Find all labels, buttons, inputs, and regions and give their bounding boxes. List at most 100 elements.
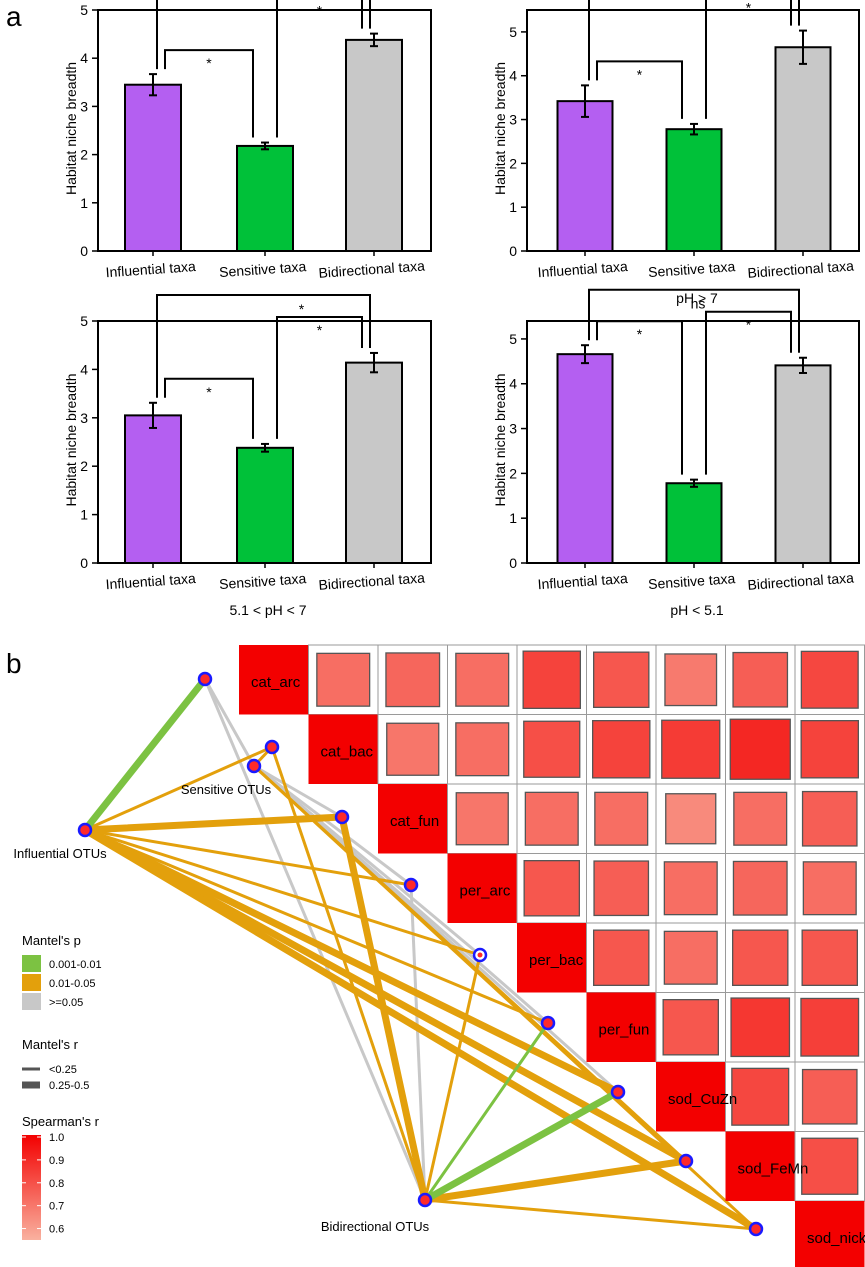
mantel-link [338,813,429,1204]
sig-label: * [637,326,643,342]
heatmap-square [732,651,789,708]
mantel-link [409,883,427,1202]
mantel-link [81,826,760,1233]
legend-swatch [22,955,41,972]
legend-title-spearman: Spearman's r [22,1114,100,1129]
heatmap-square [729,718,791,780]
heatmap-square [801,1137,859,1195]
variable-node [678,1153,694,1169]
bar [236,446,294,565]
variable-node [748,1221,764,1237]
bar [665,482,723,565]
heatmap-diagonal-cell [447,853,517,923]
y-tick-label: 5 [80,313,88,329]
bar [556,100,614,252]
heatmap-square [664,653,718,707]
legend-title-mantel-p: Mantel's p [22,933,81,948]
x-tick-label: Sensitive taxa [219,258,307,280]
x-tick-label: Influential taxa [537,570,628,592]
heatmap-square [455,652,510,707]
y-tick-label: 0 [80,555,88,571]
heatmap-square [800,997,860,1057]
y-tick-label: 1 [80,507,88,523]
colorbar-tick-label: 0.7 [49,1201,64,1213]
x-tick-label: Bidirectional taxa [747,257,855,280]
spearman-colorbar [22,1135,41,1240]
y-tick-label: 2 [509,155,517,171]
legend-title-mantel-r: Mantel's r [22,1037,79,1052]
mantel-link [270,745,427,1202]
heatmap-square [455,722,510,777]
heatmap-square [661,719,721,779]
heatmap-diagonal-cell [795,1201,865,1267]
variable-node-core [477,952,483,958]
chart-subtitle: pH < 5.1 [670,602,724,618]
y-tick-label: 0 [509,243,517,259]
sig-label: * [746,0,752,16]
heatmap-square [665,793,717,845]
bar-chart-3: 0 1 2 3 4 5 Habitat niche breadth Influential t… [63,293,432,618]
mantel-link [81,675,209,834]
bar [345,361,403,564]
bar [124,83,182,252]
y-tick-label: 1 [509,199,517,215]
variable-label: cat_arc [251,674,301,691]
heatmap-square [802,861,857,916]
group-node [77,822,93,838]
group-label: Influential OTUs [13,846,107,861]
heatmap-diagonal-cell [586,992,656,1062]
y-tick-label: 3 [509,112,517,128]
y-tick-label: 5 [509,331,517,347]
sig-bracket-sensitive-bidirectional [276,0,363,138]
y-axis-label: Habitat niche breadth [63,373,79,506]
heatmap-square [316,652,371,707]
sig-label: ns [691,296,706,312]
mantel-link [252,764,344,819]
y-axis-label: Habitat niche breadth [63,62,79,195]
bar-chart-4: 0 1 2 3 4 5 Habitat niche breadth Influential t… [492,288,860,618]
variable-label: sod_CuZn [668,1091,737,1108]
sig-bracket-influential-bidirectional [588,288,800,353]
heatmap-square [801,790,858,847]
mantel-link [83,828,482,957]
y-tick-label: 1 [80,195,88,211]
sig-bracket-sensitive-bidirectional [705,0,792,119]
heatmap-square [455,792,509,846]
heatmap-diagonal-cell [308,714,378,784]
sig-bracket-influential-sensitive [596,320,683,475]
mantel-link [423,953,482,1202]
variable-label: per_fun [599,1022,650,1039]
legend-label: 0.25-0.5 [49,1080,89,1092]
group-label: Bidirectional OTUs [321,1219,430,1234]
heatmap-square [800,720,860,779]
legend-label: >=0.05 [49,997,83,1009]
bar-chart-2: 0 1 2 3 4 5 Habitat niche breadth Influential t… [492,0,860,306]
panel-label-b: b [6,648,22,679]
bar-charts-group: 0 1 2 3 4 5 Habitat niche breadth Influential t… [63,0,860,618]
y-tick-label: 3 [509,421,517,437]
y-tick-label: 5 [80,2,88,18]
mantel-link [423,1198,758,1231]
x-tick-label: Influential taxa [105,570,196,592]
heatmap-square [730,997,791,1058]
legend-label: <0.25 [49,1064,77,1076]
sig-bracket-influential-bidirectional [156,293,371,398]
colorbar-tick-label: 0.6 [49,1224,64,1236]
heatmap-square [524,791,579,846]
group-node [246,758,262,774]
sig-bracket-influential-sensitive [164,377,254,439]
heatmap-diagonal-cell [656,1062,726,1132]
sig-label: * [206,384,212,400]
bar-chart-1: 0 1 2 3 4 5 Habitat niche breadth Influential t… [63,0,432,281]
variable-node [540,1015,556,1031]
heatmap-diagonal-cell [517,923,587,993]
group-node [417,1192,433,1208]
bar [774,364,832,564]
mantel-link [81,826,690,1165]
sig-bracket-influential-bidirectional [588,0,800,81]
colorbar-tick-label: 1.0 [49,1132,64,1144]
heatmap-square [663,861,718,916]
y-tick-label: 2 [509,465,517,481]
y-axis-label: Habitat niche breadth [492,62,508,195]
x-tick-label: Sensitive taxa [219,570,307,592]
